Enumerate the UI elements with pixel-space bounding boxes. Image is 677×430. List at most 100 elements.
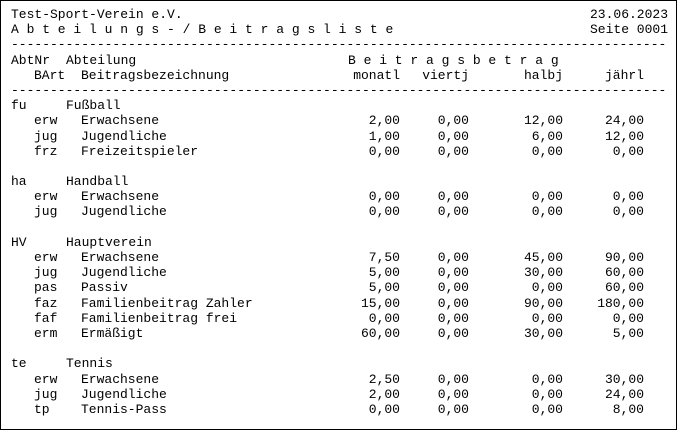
amount-monatl: 2,00 bbox=[368, 113, 400, 129]
column-header-jaehrl: jährl bbox=[604, 67, 644, 83]
fee-row: pas Passiv 5,00 0,00 0,00 60,00 bbox=[1, 280, 676, 295]
bart-code: tp bbox=[34, 401, 50, 417]
column-header-viertj: viertj bbox=[422, 67, 469, 83]
fee-label: Passiv bbox=[81, 280, 128, 296]
amount-jaehrl: 24,00 bbox=[604, 113, 644, 129]
amount-halbj: 0,00 bbox=[531, 386, 563, 402]
fee-label: Tennis-Pass bbox=[81, 401, 167, 417]
bart-code: erw bbox=[34, 250, 58, 265]
amount-halbj: 45,00 bbox=[523, 250, 563, 265]
report-title: Test-Sport-Verein e.V. bbox=[11, 7, 183, 22]
fee-label: Jugendliche bbox=[81, 204, 167, 220]
amount-jaehrl: 0,00 bbox=[612, 143, 644, 159]
fee-row: faz Familienbeitrag Zahler 15,00 0,00 90,00 1… bbox=[1, 296, 676, 311]
fee-row: jug Jugendliche 5,00 0,00 30,00 60,00 bbox=[1, 265, 676, 280]
amount-halbj: 30,00 bbox=[523, 265, 563, 281]
amount-viertj: 0,00 bbox=[437, 386, 469, 402]
amount-monatl: 2,50 bbox=[368, 371, 400, 387]
amount-jaehrl: 5,00 bbox=[612, 325, 644, 341]
amount-monatl: 5,00 bbox=[368, 265, 400, 281]
blank-line bbox=[1, 159, 676, 174]
amount-viertj: 0,00 bbox=[437, 128, 469, 144]
amount-monatl: 5,00 bbox=[368, 280, 400, 296]
amount-halbj: 0,00 bbox=[531, 204, 563, 220]
amount-viertj: 0,00 bbox=[437, 401, 469, 417]
section-row: fu Fußball bbox=[1, 98, 676, 113]
amount-viertj: 0,00 bbox=[437, 250, 469, 265]
amount-jaehrl: 0,00 bbox=[612, 204, 644, 220]
fee-row: erw Erwachsene 2,50 0,00 0,00 30,00 bbox=[1, 372, 676, 387]
bart-code: frz bbox=[34, 143, 58, 159]
amount-jaehrl: 90,00 bbox=[604, 250, 644, 265]
bart-code: jug bbox=[34, 128, 58, 144]
amount-jaehrl: 60,00 bbox=[604, 265, 644, 281]
amount-monatl: 2,00 bbox=[368, 386, 400, 402]
amount-monatl: 0,00 bbox=[368, 143, 400, 159]
amount-monatl: 0,00 bbox=[368, 401, 400, 417]
amount-halbj: 0,00 bbox=[531, 310, 563, 326]
bart-code: jug bbox=[34, 265, 58, 281]
column-header-bart: BArt bbox=[34, 67, 66, 83]
amount-monatl: 0,00 bbox=[368, 310, 400, 326]
fee-row: jug Jugendliche 0,00 0,00 0,00 0,00 bbox=[1, 204, 676, 219]
fee-row: jug Jugendliche 1,00 0,00 6,00 12,00 bbox=[1, 129, 676, 144]
section-row: HV Hauptverein bbox=[1, 235, 676, 250]
amount-halbj: 6,00 bbox=[531, 128, 563, 144]
abt-code: HV bbox=[11, 234, 27, 250]
amount-jaehrl: 60,00 bbox=[604, 280, 644, 296]
column-header-line-2: BArt Beitragsbezeichnung monatl viertj h… bbox=[1, 68, 676, 83]
amount-jaehrl: 0,00 bbox=[612, 189, 644, 205]
fee-label: Jugendliche bbox=[81, 265, 167, 281]
amount-viertj: 0,00 bbox=[437, 371, 469, 387]
amount-monatl: 1,00 bbox=[368, 128, 400, 144]
amount-monatl: 15,00 bbox=[360, 295, 400, 311]
fee-row: jug Jugendliche 2,00 0,00 0,00 24,00 bbox=[1, 387, 676, 402]
report-header-line-2: A b t e i l u n g s - / B e i t r a g s … bbox=[1, 22, 676, 37]
amount-halbj: 90,00 bbox=[523, 295, 563, 311]
abt-code: fu bbox=[11, 98, 27, 114]
bart-code: erw bbox=[34, 371, 58, 387]
report-subtitle: A b t e i l u n g s - / B e i t r a g s … bbox=[11, 22, 394, 38]
amount-halbj: 0,00 bbox=[531, 371, 563, 387]
column-header-halbj: halbj bbox=[523, 67, 563, 83]
abt-name: Hauptverein bbox=[66, 234, 152, 250]
amount-jaehrl: 0,00 bbox=[612, 310, 644, 326]
amount-jaehrl: 30,00 bbox=[604, 371, 644, 387]
fee-label: Erwachsene bbox=[81, 250, 160, 265]
fee-label: Familienbeitrag Zahler bbox=[81, 295, 253, 311]
amount-halbj: 0,00 bbox=[531, 189, 563, 205]
amount-jaehrl: 8,00 bbox=[612, 401, 644, 417]
fee-label: Jugendliche bbox=[81, 386, 167, 402]
column-header-amounts-group: B e i t r a g s b e t r a g bbox=[348, 52, 559, 68]
column-header-line-1: AbtNr Abteilung B e i t r a g s b e t r … bbox=[1, 53, 676, 68]
fee-row: tp Tennis-Pass 0,00 0,00 0,00 8,00 bbox=[1, 402, 676, 417]
abt-name: Handball bbox=[66, 174, 129, 190]
blank-line bbox=[1, 341, 676, 356]
amount-viertj: 0,00 bbox=[437, 295, 469, 311]
amount-viertj: 0,00 bbox=[437, 280, 469, 296]
report-header-line-1: Test-Sport-Verein e.V. 23.06.2023 bbox=[1, 7, 676, 22]
report-date: 23.06.2023 bbox=[589, 7, 668, 22]
bart-code: faz bbox=[34, 295, 58, 311]
fee-label: Jugendliche bbox=[81, 128, 167, 144]
amount-viertj: 0,00 bbox=[437, 189, 469, 205]
column-header-monatl: monatl bbox=[353, 67, 400, 83]
abt-code: te bbox=[11, 356, 27, 372]
fee-row: erw Erwachsene 2,00 0,00 12,00 24,00 bbox=[1, 113, 676, 128]
amount-halbj: 12,00 bbox=[523, 113, 563, 129]
amount-viertj: 0,00 bbox=[437, 310, 469, 326]
fee-label: Erwachsene bbox=[81, 113, 160, 129]
column-header-abteilung: Abteilung bbox=[66, 52, 137, 68]
amount-monatl: 0,00 bbox=[368, 189, 400, 205]
fee-row: erw Erwachsene 7,50 0,00 45,00 90,00 bbox=[1, 250, 676, 265]
amount-jaehrl: 180,00 bbox=[597, 295, 644, 311]
bart-code: erm bbox=[34, 325, 58, 341]
fee-row: faf Familienbeitrag frei 0,00 0,00 0,00 0,00 bbox=[1, 311, 676, 326]
fee-label: Ermäßigt bbox=[81, 325, 144, 341]
column-header-abtnr: AbtNr bbox=[11, 52, 51, 68]
section-row: te Tennis bbox=[1, 356, 676, 371]
amount-viertj: 0,00 bbox=[437, 265, 469, 281]
amount-viertj: 0,00 bbox=[437, 113, 469, 129]
amount-halbj: 0,00 bbox=[531, 280, 563, 296]
fee-row: erw Erwachsene 0,00 0,00 0,00 0,00 bbox=[1, 189, 676, 204]
